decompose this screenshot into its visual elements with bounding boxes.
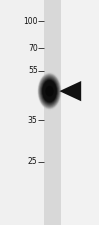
Ellipse shape: [42, 80, 57, 102]
Ellipse shape: [40, 77, 59, 106]
Ellipse shape: [41, 78, 58, 104]
Ellipse shape: [39, 75, 60, 107]
Polygon shape: [59, 81, 81, 101]
Ellipse shape: [41, 78, 58, 104]
Ellipse shape: [43, 80, 56, 102]
Ellipse shape: [38, 74, 61, 109]
Ellipse shape: [38, 73, 61, 110]
Ellipse shape: [38, 73, 61, 109]
Ellipse shape: [42, 80, 57, 103]
Ellipse shape: [42, 79, 57, 103]
Ellipse shape: [41, 78, 58, 104]
Ellipse shape: [39, 75, 60, 108]
Ellipse shape: [42, 79, 57, 104]
Ellipse shape: [38, 73, 61, 109]
Bar: [0, 0, 44, 225]
Ellipse shape: [42, 79, 57, 103]
Ellipse shape: [40, 76, 59, 106]
Ellipse shape: [40, 76, 59, 106]
Bar: [44, 0, 61, 225]
Ellipse shape: [42, 80, 57, 102]
Ellipse shape: [45, 86, 54, 97]
Ellipse shape: [41, 77, 58, 105]
Ellipse shape: [38, 74, 61, 108]
Text: 25: 25: [28, 158, 38, 166]
Text: 100: 100: [23, 17, 38, 26]
Ellipse shape: [40, 77, 59, 105]
Ellipse shape: [40, 76, 59, 107]
Ellipse shape: [39, 74, 60, 108]
Ellipse shape: [39, 75, 60, 107]
Ellipse shape: [38, 73, 61, 109]
Ellipse shape: [38, 73, 61, 109]
Ellipse shape: [39, 75, 60, 107]
Ellipse shape: [41, 78, 58, 105]
Ellipse shape: [39, 74, 60, 108]
Bar: [61, 0, 99, 225]
Text: 70: 70: [28, 44, 38, 53]
Text: 35: 35: [28, 116, 38, 125]
Ellipse shape: [37, 72, 62, 110]
Ellipse shape: [37, 72, 62, 110]
Ellipse shape: [40, 76, 59, 106]
Ellipse shape: [40, 76, 59, 106]
Ellipse shape: [42, 79, 57, 103]
Ellipse shape: [41, 77, 58, 105]
Text: 55: 55: [28, 66, 38, 75]
Ellipse shape: [41, 79, 58, 104]
Ellipse shape: [39, 74, 60, 108]
